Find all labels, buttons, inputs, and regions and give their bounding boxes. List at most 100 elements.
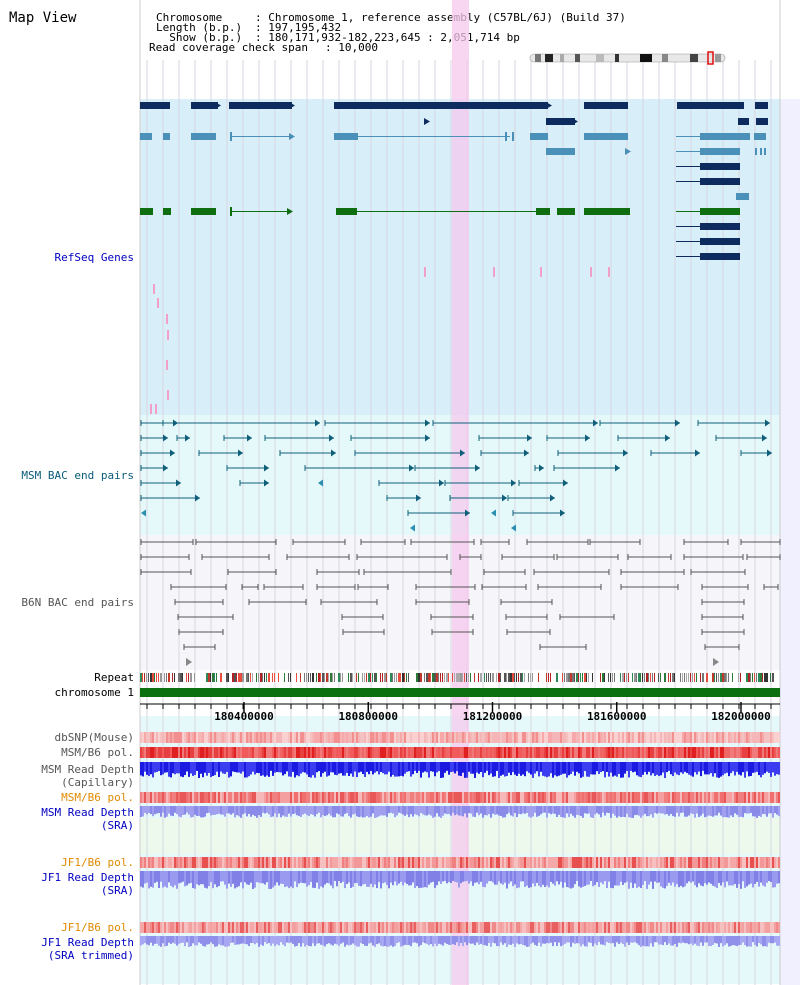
- jf1-depth-sra-bar: [238, 871, 240, 887]
- msm-bac-end-marker: [318, 479, 323, 487]
- jf1-depth-trim-bar: [764, 936, 766, 947]
- track-label-jf1-depth-sra[interactable]: JF1 Read Depth: [41, 871, 134, 884]
- jf1-pol-cell: [156, 857, 158, 868]
- msm-depth-cap-bar: [184, 762, 186, 776]
- track-label-repeat[interactable]: Repeat: [94, 671, 134, 684]
- msm-depth-cap-bar: [456, 762, 458, 772]
- jf1-depth-sra-bar: [224, 871, 226, 885]
- selection-highlight: [452, 0, 469, 985]
- jf1-depth-sra-bar: [218, 871, 220, 887]
- jf1-depth-sra-bar: [470, 871, 472, 882]
- track-label-msm-pol-1[interactable]: MSM/B6 pol.: [61, 746, 134, 759]
- msm-depth-cap-bar: [142, 762, 144, 777]
- jf1-depth-trim-bar: [194, 936, 196, 946]
- jf1-depth-sra-bar: [216, 871, 218, 888]
- jf1-depth-trim-bar: [372, 936, 374, 946]
- jf1-depth-sra-bar: [430, 871, 432, 883]
- jf1-depth-trim-bar: [216, 936, 218, 947]
- jf1-pol2-cell: [428, 922, 430, 933]
- track-label-b6n-bac[interactable]: B6N BAC end pairs: [21, 596, 134, 609]
- jf1-pol2-cell: [414, 922, 416, 933]
- jf1-depth-sra-bar: [736, 871, 738, 888]
- msm-depth-cap-bar: [604, 762, 606, 778]
- dbsnp-cell: [150, 732, 152, 743]
- msm-pol2-cell: [698, 792, 700, 803]
- msm-pol-cell: [386, 747, 388, 758]
- msm-depth-cap-bar: [582, 762, 584, 777]
- track-label-chromosome[interactable]: chromosome 1: [54, 686, 134, 699]
- track-label-jf1-pol-1[interactable]: JF1/B6 pol.: [61, 856, 134, 869]
- jf1-pol2-cell: [700, 922, 702, 933]
- msm-depth-sra-bar: [252, 806, 254, 815]
- msm-depth-cap-bar: [282, 762, 284, 776]
- dbsnp-cell: [306, 732, 308, 743]
- jf1-depth-sra-bar: [450, 871, 452, 884]
- jf1-depth-trim-bar: [602, 936, 604, 945]
- msm-depth-sra-bar: [158, 806, 160, 814]
- jf1-depth-trim-bar: [334, 936, 336, 944]
- msm-pol2-cell: [634, 792, 636, 803]
- jf1-depth-trim-bar: [246, 936, 248, 945]
- msm-pol-cell: [388, 747, 390, 758]
- msm-pol-cell: [470, 747, 472, 758]
- jf1-pol-cell: [274, 857, 276, 868]
- msm-depth-sra-bar: [434, 806, 436, 817]
- repeat-element: [766, 673, 768, 682]
- msm-pol2-cell: [404, 792, 406, 803]
- msm-depth-cap-bar: [672, 762, 674, 777]
- dbsnp-cell: [616, 732, 618, 743]
- jf1-depth-trim-bar: [400, 936, 402, 947]
- track-label-msm-depth-sra[interactable]: MSM Read Depth: [41, 806, 134, 819]
- msm-pol2-cell: [760, 792, 762, 803]
- msm-pol2-cell: [420, 792, 422, 803]
- msm-depth-sra-bar: [388, 806, 390, 814]
- jf1-depth-sra-bar: [406, 871, 408, 884]
- msm-depth-cap-bar: [750, 762, 752, 776]
- msm-pol2-cell: [768, 792, 770, 803]
- dbsnp-cell: [660, 732, 662, 743]
- repeat-element: [400, 673, 401, 682]
- msm-pol2-cell: [316, 792, 318, 803]
- msm-pol2-cell: [288, 792, 290, 803]
- jf1-pol-cell: [588, 857, 590, 868]
- jf1-depth-sra-bar: [660, 871, 662, 887]
- jf1-pol-cell: [198, 857, 200, 868]
- jf1-pol2-cell: [514, 922, 516, 933]
- gene-dark-6-exon: [700, 238, 740, 245]
- track-label-refseq-genes[interactable]: RefSeq Genes: [54, 251, 134, 264]
- track-label-msm-bac[interactable]: MSM BAC end pairs: [21, 469, 134, 482]
- track-label-dbsnp[interactable]: dbSNP(Mouse): [54, 731, 134, 744]
- track-label-jf1-pol-2[interactable]: JF1/B6 pol.: [61, 921, 134, 934]
- msm-depth-sra-bar: [420, 806, 422, 814]
- jf1-depth-sra-bar: [666, 871, 668, 886]
- msm-pol-cell: [146, 747, 148, 758]
- jf1-depth-sra-bar: [486, 871, 488, 884]
- msm-depth-sra-bar: [230, 806, 232, 815]
- msm-pol-cell: [488, 747, 490, 758]
- msm-pol2-cell: [744, 792, 746, 803]
- jf1-pol-cell: [224, 857, 226, 868]
- jf1-depth-sra-bar: [320, 871, 322, 887]
- jf1-pol-cell: [458, 857, 460, 868]
- repeat-element: [684, 673, 685, 682]
- jf1-pol-cell: [700, 857, 702, 868]
- msm-pol2-cell: [694, 792, 696, 803]
- msm-depth-sra-bar: [280, 806, 282, 818]
- msm-pol2-cell: [232, 792, 234, 803]
- track-label-jf1-depth-trimmed[interactable]: JF1 Read Depth: [41, 936, 134, 949]
- msm-depth-sra-bar: [614, 806, 616, 816]
- track-label-msm-pol-2[interactable]: MSM/B6 pol.: [61, 791, 134, 804]
- msm-depth-cap-bar: [732, 762, 734, 772]
- msm-depth-sra-bar: [670, 806, 672, 815]
- jf1-pol2-cell: [202, 922, 204, 933]
- jf1-pol2-cell: [402, 922, 404, 933]
- jf1-depth-trim-bar: [244, 936, 246, 944]
- msm-pol2-cell: [290, 792, 292, 803]
- msm-depth-sra-bar: [486, 806, 488, 816]
- msm-pol2-cell: [752, 792, 754, 803]
- msm-pol2-cell: [742, 792, 744, 803]
- jf1-pol2-cell: [172, 922, 174, 933]
- track-label-msm-depth-capillary[interactable]: MSM Read Depth: [41, 763, 134, 776]
- msm-pol-cell: [220, 747, 222, 758]
